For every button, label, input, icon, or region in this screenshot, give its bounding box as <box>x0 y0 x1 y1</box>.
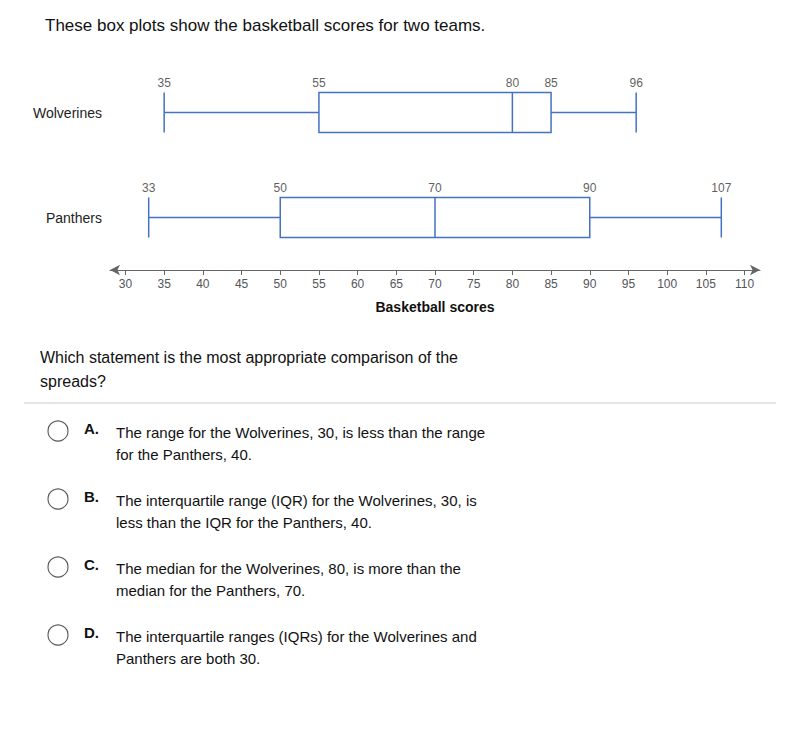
svg-text:110: 110 <box>735 277 754 291</box>
svg-text:The range for the Wolverines,: The range for the Wolverines, 30, is les… <box>116 424 485 441</box>
svg-text:The median for the Wolverines,: The median for the Wolverines, 80, is mo… <box>116 560 461 577</box>
svg-text:55: 55 <box>312 76 326 90</box>
svg-text:105: 105 <box>696 277 716 291</box>
svg-text:50: 50 <box>274 277 288 291</box>
svg-text:spreads?: spreads? <box>40 373 106 390</box>
svg-text:Which statement is the most ap: Which statement is the most appropriate … <box>40 349 458 366</box>
svg-text:30: 30 <box>119 277 133 291</box>
svg-text:for the Panthers, 40.: for the Panthers, 40. <box>116 446 252 463</box>
svg-text:These box plots show the baske: These box plots show the basketball scor… <box>45 16 485 35</box>
svg-text:C.: C. <box>84 556 99 573</box>
svg-text:D.: D. <box>84 624 99 641</box>
svg-text:107: 107 <box>711 181 731 195</box>
svg-text:33: 33 <box>142 181 156 195</box>
svg-text:60: 60 <box>351 277 365 291</box>
svg-text:75: 75 <box>467 277 481 291</box>
svg-text:40: 40 <box>196 277 210 291</box>
svg-text:B.: B. <box>84 488 99 505</box>
svg-text:35: 35 <box>157 76 171 90</box>
svg-text:65: 65 <box>390 277 404 291</box>
svg-text:Wolverines: Wolverines <box>33 105 102 121</box>
svg-text:median for the Panthers, 70.: median for the Panthers, 70. <box>116 582 305 599</box>
svg-text:70: 70 <box>428 181 442 195</box>
svg-text:90: 90 <box>583 181 597 195</box>
svg-text:55: 55 <box>312 277 326 291</box>
svg-text:100: 100 <box>657 277 677 291</box>
svg-text:95: 95 <box>622 277 636 291</box>
svg-text:80: 80 <box>506 277 520 291</box>
svg-text:Panthers: Panthers <box>46 210 102 226</box>
svg-text:80: 80 <box>506 76 520 90</box>
svg-text:Basketball scores: Basketball scores <box>375 299 494 315</box>
svg-text:45: 45 <box>235 277 249 291</box>
svg-text:50: 50 <box>274 181 288 195</box>
svg-text:less than the IQR for the Pant: less than the IQR for the Panthers, 40. <box>116 514 372 531</box>
svg-text:The interquartile ranges (IQRs: The interquartile ranges (IQRs) for the … <box>116 628 477 645</box>
svg-text:90: 90 <box>583 277 597 291</box>
svg-text:70: 70 <box>428 277 442 291</box>
svg-text:A.: A. <box>84 420 99 437</box>
svg-text:Panthers are both 30.: Panthers are both 30. <box>116 650 260 667</box>
svg-text:85: 85 <box>544 277 558 291</box>
svg-text:85: 85 <box>544 76 558 90</box>
svg-text:The interquartile range (IQR): The interquartile range (IQR) for the Wo… <box>116 492 477 509</box>
svg-text:35: 35 <box>157 277 171 291</box>
svg-text:96: 96 <box>630 76 644 90</box>
